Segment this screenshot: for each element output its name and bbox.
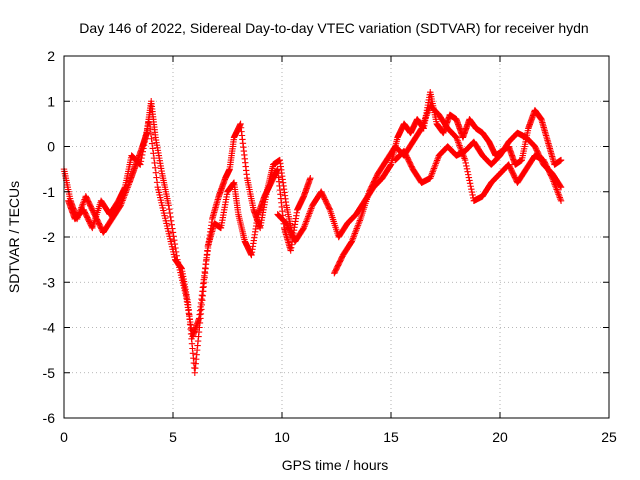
chart-title: Day 146 of 2022, Sidereal Day-to-day VTE… <box>79 20 588 36</box>
x-tick-label: 20 <box>492 429 508 445</box>
y-tick-label: 1 <box>47 93 55 109</box>
x-axis-label: GPS time / hours <box>282 457 389 473</box>
data-point <box>139 148 146 155</box>
data-point <box>465 171 472 178</box>
data-point <box>464 168 471 175</box>
data-point <box>557 156 565 164</box>
data-point <box>387 162 394 169</box>
data-point <box>469 191 476 199</box>
data-point <box>146 120 153 128</box>
data-point <box>468 188 476 196</box>
data-points <box>60 89 565 376</box>
data-point <box>468 185 475 193</box>
data-point <box>151 159 158 167</box>
data-point <box>467 183 474 190</box>
data-point <box>557 184 565 191</box>
data-point <box>148 135 155 142</box>
data-point <box>165 202 172 209</box>
data-point <box>138 151 146 159</box>
data-point <box>465 174 473 181</box>
data-point <box>138 154 145 162</box>
data-point <box>147 125 154 133</box>
series-track-2 <box>65 116 314 376</box>
data-point <box>145 116 153 123</box>
data-point <box>143 129 150 136</box>
data-point <box>326 205 333 212</box>
data-point <box>557 197 565 204</box>
y-tick-label: -4 <box>43 320 56 336</box>
x-tick-label: 0 <box>60 429 68 445</box>
data-point <box>466 180 474 187</box>
data-point <box>137 158 145 165</box>
data-point <box>461 156 469 164</box>
data-point <box>466 177 473 184</box>
x-tick-label: 15 <box>383 429 399 445</box>
data-point <box>152 169 160 176</box>
data-point <box>168 221 175 228</box>
y-tick-label: 0 <box>47 139 55 155</box>
y-tick-label: -2 <box>43 229 56 245</box>
x-tick-label: 5 <box>169 429 177 445</box>
data-point <box>463 165 471 173</box>
data-point <box>462 159 469 167</box>
y-tick-label: 2 <box>47 48 55 64</box>
data-point <box>172 244 179 252</box>
data-point <box>171 237 178 244</box>
data-point <box>169 229 177 236</box>
x-tick-label: 10 <box>274 429 290 445</box>
data-point <box>463 162 470 170</box>
data-point <box>149 145 156 152</box>
y-axis-label: SDTVAR / TECUs <box>6 181 22 293</box>
data-point <box>150 150 157 157</box>
data-point <box>152 164 159 172</box>
data-point <box>307 174 314 182</box>
data-point <box>148 140 156 147</box>
data-point <box>147 130 155 138</box>
x-tick-label: 25 <box>601 429 617 445</box>
y-tick-label: -5 <box>43 365 56 381</box>
data-point <box>150 154 158 162</box>
data-point <box>166 206 173 213</box>
series-track-5 <box>392 129 565 191</box>
data-point <box>557 183 564 190</box>
data-point <box>166 209 174 217</box>
data-point <box>142 135 149 142</box>
data-point <box>153 174 160 181</box>
y-tick-label: -3 <box>43 274 56 290</box>
series-track-3 <box>274 89 565 245</box>
axis-ticks: 0 5 10 15 20 25 -6 -5 -4 -3 -2 -1 0 1 2 <box>43 48 617 445</box>
data-point <box>140 145 147 152</box>
data-point <box>137 161 144 168</box>
data-point <box>142 132 150 139</box>
data-point <box>140 142 148 149</box>
y-tick-label: -1 <box>43 184 56 200</box>
data-point <box>167 213 174 221</box>
data-point <box>141 138 148 146</box>
data-point <box>153 179 161 186</box>
y-tick-label: -6 <box>43 410 56 426</box>
